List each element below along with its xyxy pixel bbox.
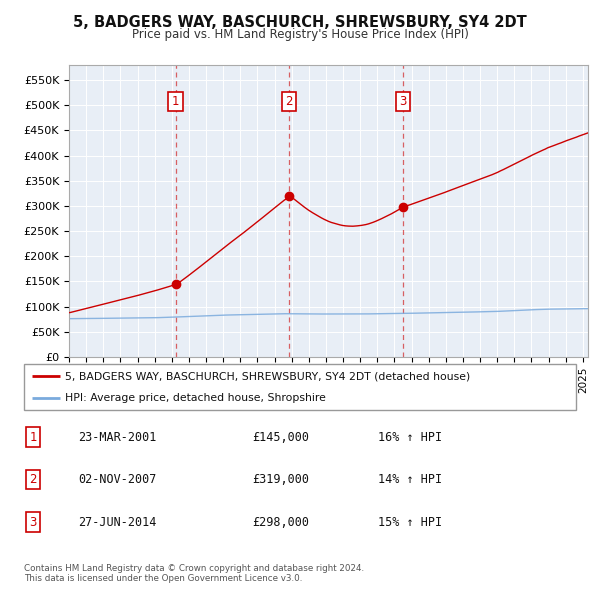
Text: 27-JUN-2014: 27-JUN-2014 <box>78 516 157 529</box>
Text: 1: 1 <box>172 95 179 108</box>
Text: 3: 3 <box>399 95 407 108</box>
FancyBboxPatch shape <box>24 364 576 410</box>
Text: 5, BADGERS WAY, BASCHURCH, SHREWSBURY, SY4 2DT: 5, BADGERS WAY, BASCHURCH, SHREWSBURY, S… <box>73 15 527 30</box>
Text: 14% ↑ HPI: 14% ↑ HPI <box>378 473 442 486</box>
Text: 2: 2 <box>285 95 293 108</box>
Text: 23-MAR-2001: 23-MAR-2001 <box>78 431 157 444</box>
Text: £145,000: £145,000 <box>252 431 309 444</box>
Text: £298,000: £298,000 <box>252 516 309 529</box>
Text: 5, BADGERS WAY, BASCHURCH, SHREWSBURY, SY4 2DT (detached house): 5, BADGERS WAY, BASCHURCH, SHREWSBURY, S… <box>65 372 470 382</box>
Text: Price paid vs. HM Land Registry's House Price Index (HPI): Price paid vs. HM Land Registry's House … <box>131 28 469 41</box>
Text: 16% ↑ HPI: 16% ↑ HPI <box>378 431 442 444</box>
Text: 02-NOV-2007: 02-NOV-2007 <box>78 473 157 486</box>
Text: 2: 2 <box>29 473 37 486</box>
Text: 3: 3 <box>29 516 37 529</box>
Text: Contains HM Land Registry data © Crown copyright and database right 2024.
This d: Contains HM Land Registry data © Crown c… <box>24 563 364 583</box>
Text: 15% ↑ HPI: 15% ↑ HPI <box>378 516 442 529</box>
Text: £319,000: £319,000 <box>252 473 309 486</box>
Text: HPI: Average price, detached house, Shropshire: HPI: Average price, detached house, Shro… <box>65 392 326 402</box>
Text: 1: 1 <box>29 431 37 444</box>
